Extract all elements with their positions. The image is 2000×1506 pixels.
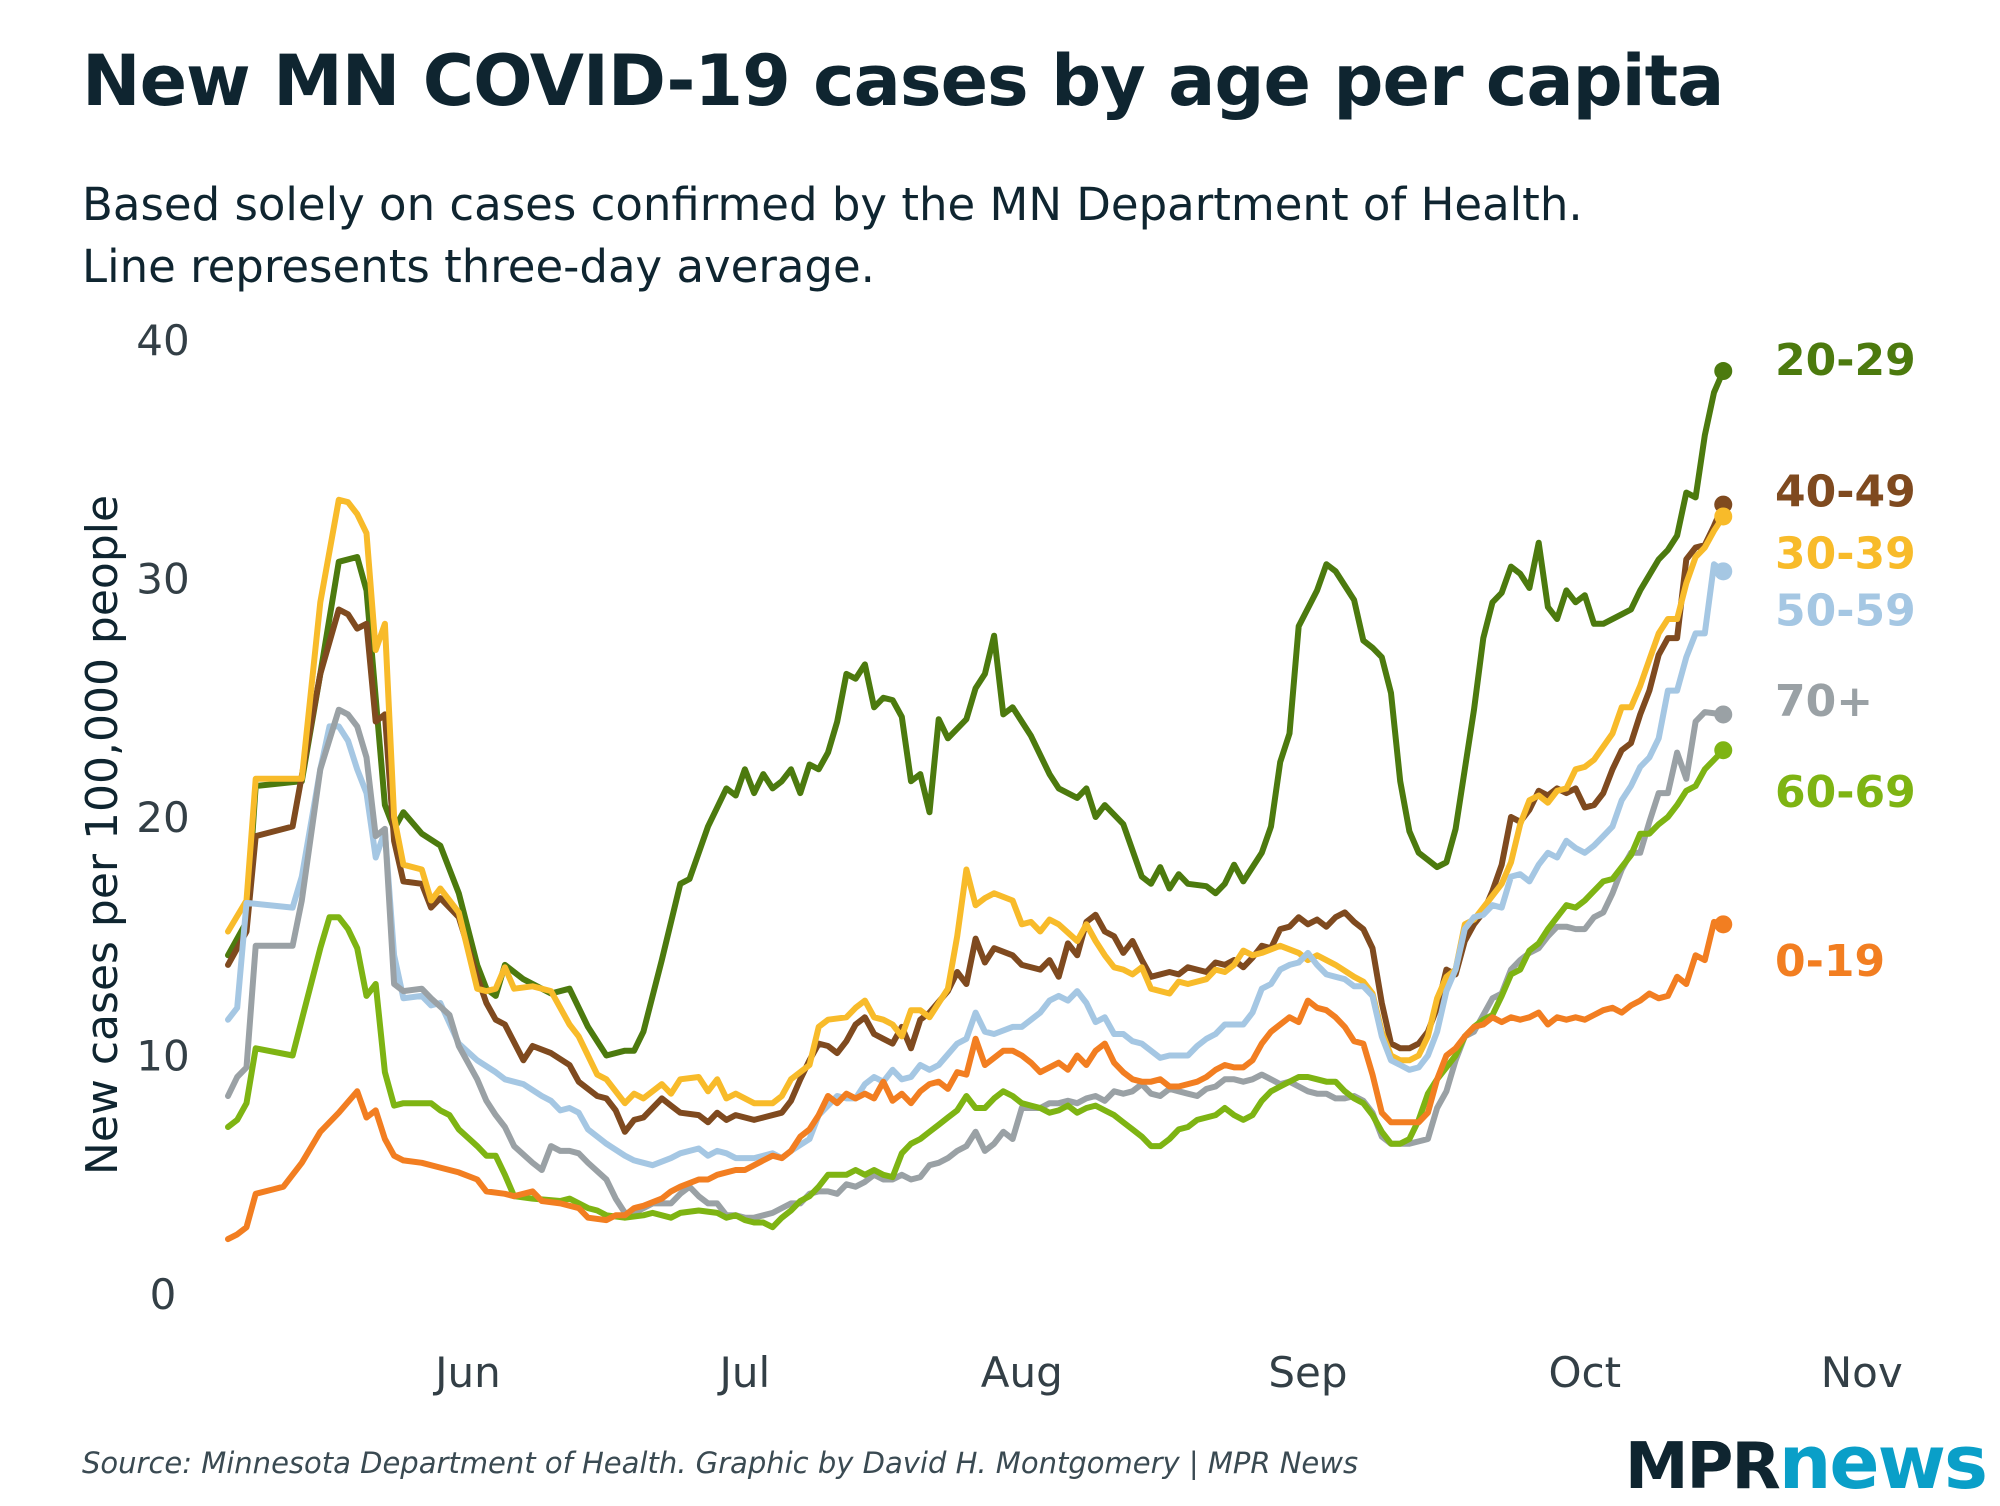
x-tick-label-sep: Sep — [1268, 1348, 1347, 1397]
y-tick-label-0: 0 — [150, 1270, 177, 1319]
series-end-labels: 20-29 40-49 30-39 50-59 70+ 60-69 0-19 — [1775, 335, 1916, 987]
series-line-40-49 — [225, 501, 1727, 1135]
chart-subtitle-line-1: Based solely on cases confirmed by the M… — [82, 178, 1583, 231]
x-axis-ticks: Jun Jul Aug Sep Oct Nov — [432, 1348, 1903, 1397]
series-end-dot-20-29 — [1714, 362, 1733, 381]
y-tick-label-20: 20 — [136, 793, 189, 842]
series-lines — [225, 362, 1733, 1243]
x-tick-label-oct: Oct — [1548, 1348, 1621, 1397]
series-end-dot-30-39 — [1714, 507, 1733, 526]
series-line-20-29 — [225, 368, 1727, 1059]
y-axis-label: New cases per 100,000 people — [77, 495, 128, 1175]
x-tick-label-nov: Nov — [1821, 1348, 1903, 1397]
y-tick-label-30: 30 — [136, 555, 189, 604]
series-end-dot-0-19 — [1714, 915, 1733, 934]
series-line-50-59 — [225, 561, 1727, 1169]
chart-title: New MN COVID-19 cases by age per capita — [82, 40, 1724, 122]
series-end-dot-60-69 — [1714, 741, 1733, 760]
series-label-20-29: 20-29 — [1775, 335, 1916, 386]
source-credit: Source: Minnesota Department of Health. … — [82, 1446, 1359, 1480]
mpr-news-logo: MPRnews — [1624, 1420, 1988, 1506]
x-tick-label-aug: Aug — [981, 1348, 1063, 1397]
series-line-70 — [225, 706, 1727, 1221]
series-label-70: 70+ — [1775, 676, 1873, 727]
series-label-40-49: 40-49 — [1775, 466, 1916, 517]
y-tick-label-40: 40 — [136, 316, 189, 365]
series-line-30-39 — [225, 496, 1727, 1107]
series-label-50-59: 50-59 — [1775, 586, 1916, 637]
series-end-dot-70 — [1714, 705, 1733, 724]
chart-subtitle-line-2: Line represents three-day average. — [82, 240, 875, 293]
x-tick-label-jun: Jun — [432, 1348, 501, 1397]
x-tick-label-jul: Jul — [717, 1348, 771, 1397]
series-line-0-19 — [225, 918, 1727, 1243]
logo-news: news — [1778, 1420, 1988, 1506]
series-label-0-19: 0-19 — [1775, 936, 1885, 987]
y-axis-ticks: 0 10 20 30 40 — [136, 316, 189, 1319]
series-line-60-69 — [225, 747, 1727, 1231]
y-tick-label-10: 10 — [136, 1032, 189, 1081]
series-end-dot-50-59 — [1714, 562, 1733, 581]
series-label-30-39: 30-39 — [1775, 528, 1916, 579]
series-label-60-69: 60-69 — [1775, 767, 1916, 818]
logo-mpr: MPR — [1624, 1430, 1781, 1504]
